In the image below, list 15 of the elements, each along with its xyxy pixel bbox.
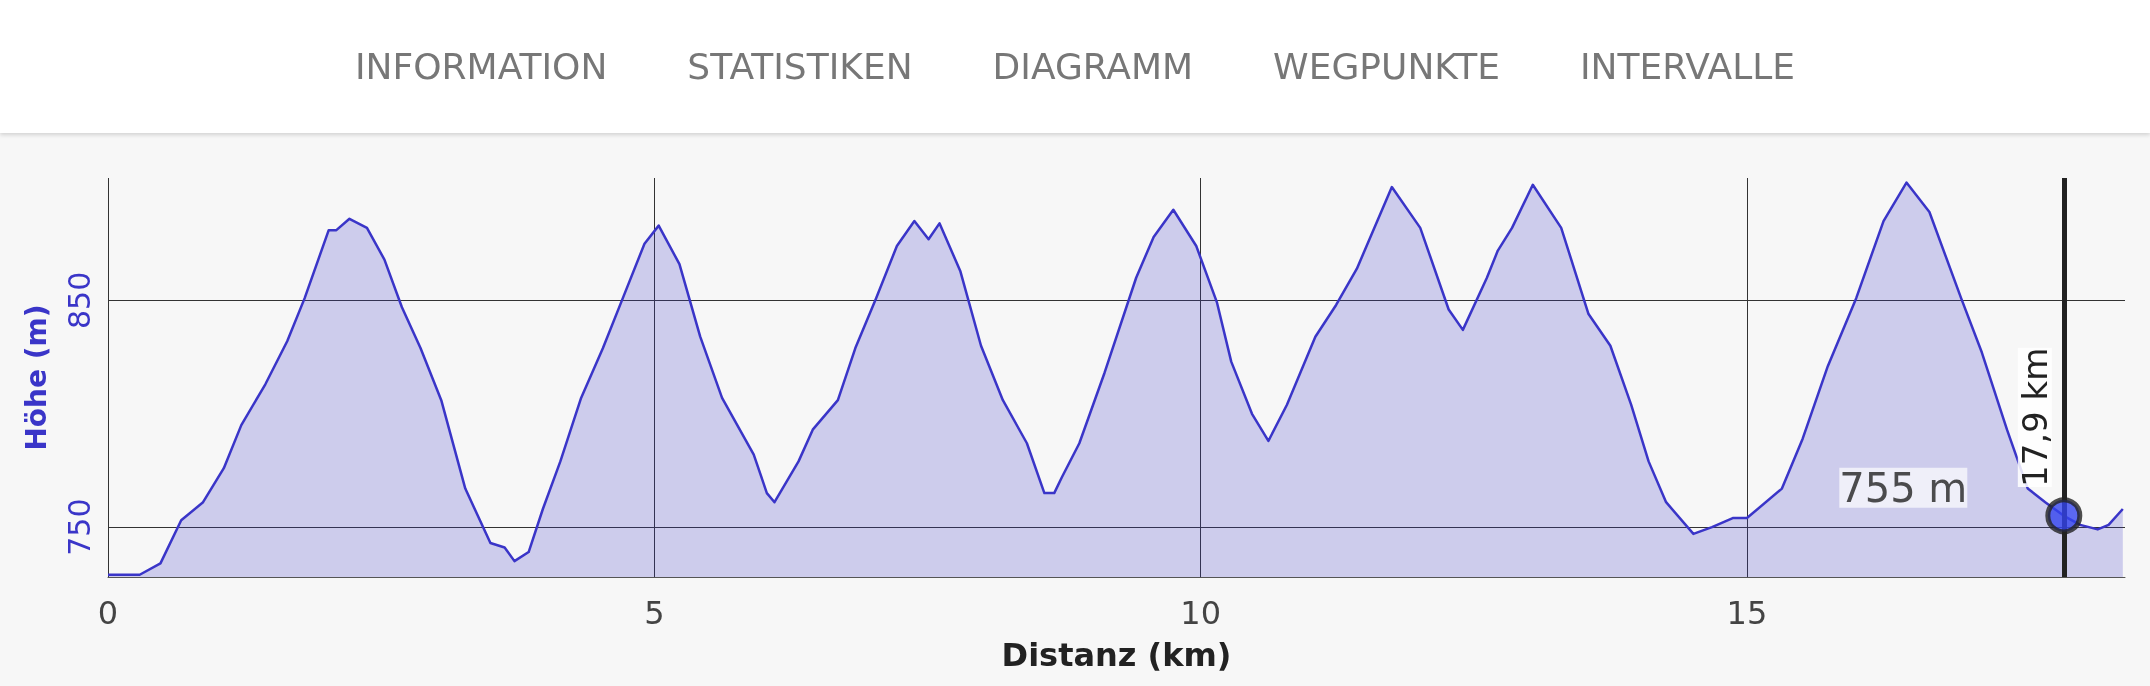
annotation: 755 m [1839, 464, 1968, 511]
ref-line-label: 17,9 km [2014, 347, 2055, 487]
y-tick-label: 850 [61, 271, 97, 330]
y-axis-title: Höhe (m) [19, 304, 53, 451]
x-tick-label: 10 [1180, 594, 1221, 632]
text: INFORMATION [354, 46, 608, 87]
text: DIAGRAMM [992, 46, 1194, 87]
x-tick-label: 0 [97, 594, 119, 632]
x-tick-label: 15 [1726, 594, 1768, 632]
y-tick-label: 750 [61, 498, 97, 556]
text: INTERVALLE [1579, 46, 1796, 87]
text: STATISTIKEN [687, 46, 913, 87]
x-axis-title: Distanz (km) [1001, 636, 1232, 674]
x-tick-label: 5 [644, 594, 665, 632]
text: WEGPUNKTE [1273, 46, 1500, 87]
